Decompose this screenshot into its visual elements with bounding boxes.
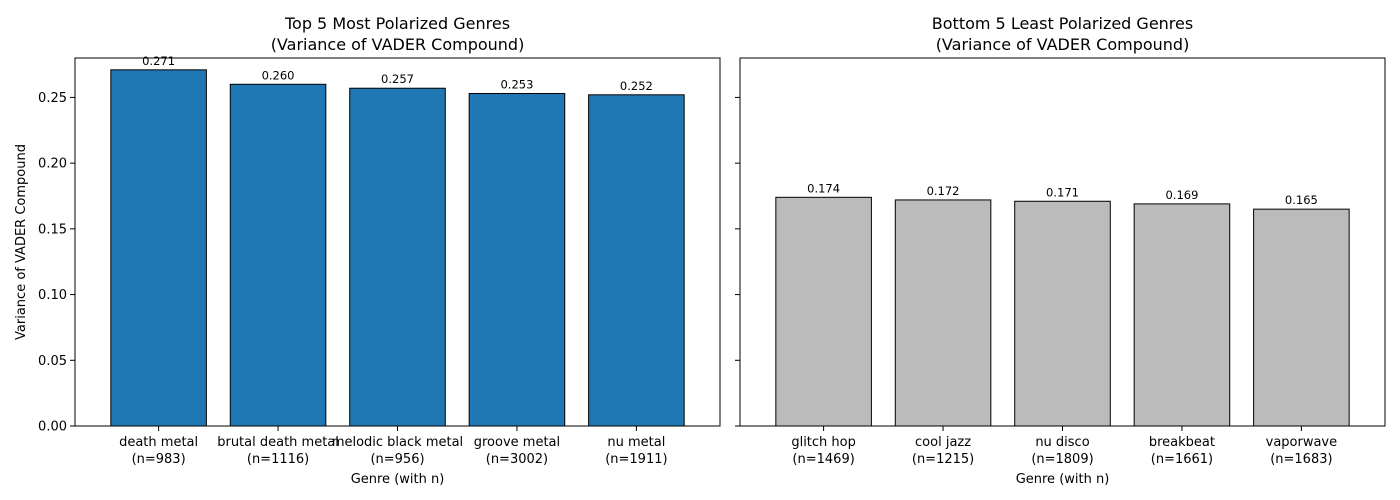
x-axis-label: Genre (with n) bbox=[351, 472, 445, 487]
x-tick-label-genre: groove metal bbox=[474, 435, 560, 450]
y-tick-label: 0.25 bbox=[38, 91, 67, 106]
x-tick-label-count: (n=1683) bbox=[1270, 452, 1332, 467]
bar-value-label: 0.260 bbox=[262, 68, 295, 82]
x-tick-label-genre: cool jazz bbox=[915, 435, 971, 450]
bar-value-label: 0.257 bbox=[381, 72, 414, 86]
bar bbox=[894, 199, 992, 427]
x-tick-label-genre: death metal bbox=[119, 435, 198, 450]
bar-value-label: 0.252 bbox=[620, 79, 653, 93]
plot-frame bbox=[739, 57, 1386, 427]
x-axis: death metal (n=983) brutal death metal (n=1… bbox=[119, 426, 668, 467]
x-tick-label-count: (n=1469) bbox=[792, 452, 854, 467]
y-axis bbox=[735, 96, 740, 427]
x-tick-label-count: (n=956) bbox=[370, 452, 424, 467]
chart-title-line-1: Bottom 5 Least Polarized Genres bbox=[932, 14, 1193, 33]
y-tick-label: 0.10 bbox=[38, 288, 67, 303]
bar bbox=[468, 92, 566, 427]
x-tick-label-count: (n=3002) bbox=[486, 452, 548, 467]
bar bbox=[349, 87, 446, 427]
x-tick-label-genre: breakbeat bbox=[1149, 435, 1215, 450]
x-tick-label-count: (n=1809) bbox=[1031, 452, 1093, 467]
x-tick-label-count: (n=1911) bbox=[605, 452, 667, 467]
bar bbox=[1133, 203, 1231, 427]
x-tick-label-genre: vaporwave bbox=[1266, 435, 1338, 450]
x-axis-label: Genre (with n) bbox=[1016, 472, 1110, 487]
bar bbox=[588, 94, 685, 427]
y-tick-label: 0.00 bbox=[38, 420, 67, 435]
x-tick-label-genre: nu metal bbox=[607, 435, 665, 450]
x-tick-label-genre: brutal death metal bbox=[217, 435, 339, 450]
chart-title-line-1: Top 5 Most Polarized Genres bbox=[284, 14, 510, 33]
bars: 0.174 0.172 0.171 0.169 0.165 bbox=[775, 181, 1350, 427]
bar bbox=[229, 83, 327, 427]
plot-frame bbox=[74, 57, 721, 427]
x-axis: glitch hop (n=1469) cool jazz (n=1215) nu di… bbox=[791, 426, 1337, 467]
x-tick-label-count: (n=1215) bbox=[912, 452, 974, 467]
chart-panel-least-polarized: Bottom 5 Least Polarized Genres (Varianc… bbox=[735, 14, 1386, 487]
x-tick-label-count: (n=1116) bbox=[247, 452, 309, 467]
bar bbox=[1014, 200, 1111, 427]
bar-value-label: 0.172 bbox=[927, 184, 960, 198]
bar-value-label: 0.271 bbox=[142, 54, 175, 68]
chart-panel-top-polarized: Top 5 Most Polarized Genres (Variance of… bbox=[14, 14, 721, 487]
bars: 0.271 0.260 0.257 0.253 0.252 bbox=[110, 54, 685, 427]
bar bbox=[110, 69, 207, 427]
bar-value-label: 0.171 bbox=[1046, 185, 1079, 199]
chart-title-line-2: (Variance of VADER Compound) bbox=[936, 35, 1190, 54]
x-tick-label-count: (n=1661) bbox=[1151, 452, 1213, 467]
x-tick-label-genre: nu disco bbox=[1035, 435, 1089, 450]
y-axis: 0.00 0.05 0.10 0.15 0.20 0.25 bbox=[38, 91, 75, 435]
bar-value-label: 0.174 bbox=[807, 181, 840, 195]
bar-value-label: 0.169 bbox=[1165, 188, 1198, 202]
bar-value-label: 0.253 bbox=[500, 77, 533, 91]
y-tick-label: 0.20 bbox=[38, 157, 67, 172]
chart-title-line-2: (Variance of VADER Compound) bbox=[271, 35, 525, 54]
y-tick-label: 0.15 bbox=[38, 222, 67, 237]
x-tick-label-count: (n=983) bbox=[132, 452, 186, 467]
y-axis-label: Variance of VADER Compound bbox=[14, 144, 29, 340]
y-tick-label: 0.05 bbox=[38, 354, 67, 369]
bar bbox=[775, 196, 872, 427]
x-tick-label-genre: melodic black metal bbox=[332, 435, 463, 450]
bar bbox=[1253, 208, 1350, 427]
x-tick-label-genre: glitch hop bbox=[791, 435, 856, 450]
bar-value-label: 0.165 bbox=[1285, 193, 1318, 207]
